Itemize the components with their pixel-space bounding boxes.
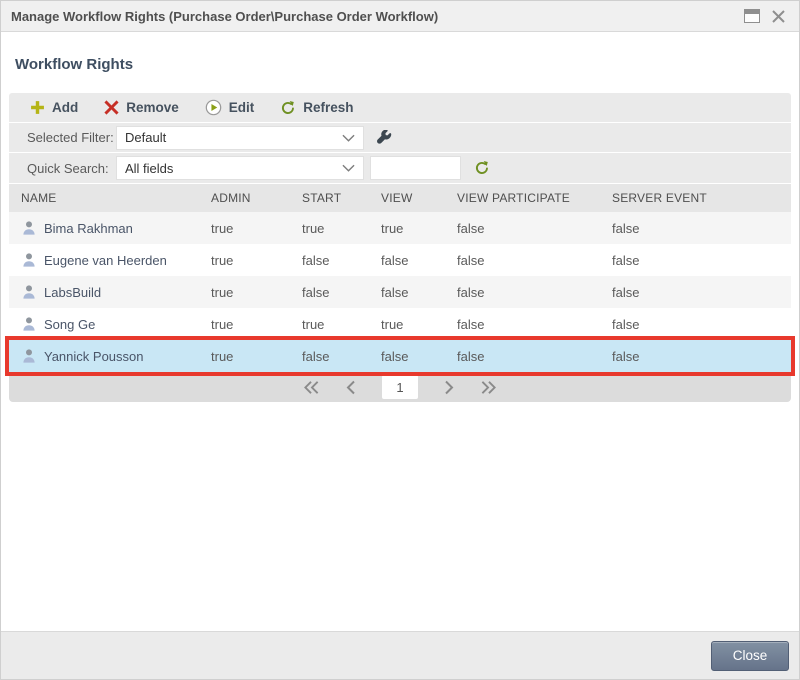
refresh-icon [280,100,296,116]
row-admin: true [211,348,234,364]
row-start: false [302,252,330,268]
column-header-server-event[interactable]: SERVER EVENT [612,191,707,205]
quick-search-label: Quick Search: [27,160,109,176]
selected-filter-select[interactable]: Default [116,125,364,150]
row-view: true [381,316,404,332]
row-server-event: false [612,348,640,364]
last-page-button[interactable] [480,380,497,395]
row-server-event: false [612,252,640,268]
prev-page-icon [346,380,356,395]
search-refresh-icon [474,160,490,176]
row-admin: true [211,220,234,236]
current-page-indicator[interactable]: 1 [382,375,418,399]
row-view-participate: false [457,284,485,300]
quick-search-go-button[interactable] [474,160,490,176]
row-admin: true [211,316,234,332]
edit-button[interactable]: Edit [192,93,268,122]
add-button[interactable]: Add [17,93,91,122]
row-view: false [381,252,409,268]
close-button[interactable]: Close [711,640,789,671]
row-view-participate: false [457,348,485,364]
close-button-titlebar[interactable] [767,5,789,27]
row-view: true [381,220,404,236]
first-page-button[interactable] [303,380,320,395]
page-title: Workflow Rights [15,56,134,73]
quick-search-field-select[interactable]: All fields [116,156,364,180]
pagination-bar: 1 [9,372,791,402]
next-page-button[interactable] [444,380,454,395]
add-button-label: Add [52,100,79,115]
row-server-event: false [612,220,640,236]
user-icon [21,220,37,236]
edit-button-label: Edit [228,100,255,115]
chevron-down-icon [342,164,355,172]
row-name: LabsBuild [44,284,102,300]
table-row[interactable]: Eugene van Heerden true false false fals… [9,244,791,276]
remove-x-icon [104,100,119,115]
selected-filter-label: Selected Filter: [27,130,114,145]
grid-toolbar: Add Remove Edit Refresh [9,93,791,122]
user-icon [21,284,37,300]
remove-button[interactable]: Remove [91,93,192,122]
column-header-view[interactable]: VIEW [381,191,413,205]
row-name: Bima Rakhman [44,220,133,236]
row-view: false [381,284,409,300]
next-page-icon [444,380,454,395]
row-server-event: false [612,316,640,332]
filter-settings-button[interactable] [377,130,392,145]
selected-filter-value: Default [125,130,167,145]
row-name: Song Ge [44,316,96,332]
table-row[interactable]: Song Ge true true true false false [9,308,791,340]
selected-filter-row: Selected Filter: Default [9,123,791,152]
column-header-name[interactable]: NAME [21,191,57,205]
table-row[interactable]: Yannick Pousson true false false false f… [5,336,795,376]
row-start: false [302,284,330,300]
table-row[interactable]: Bima Rakhman true true true false false [9,212,791,244]
close-icon [771,9,786,24]
maximize-icon [744,9,760,23]
add-plus-icon [30,100,45,115]
column-header-admin[interactable]: ADMIN [211,191,251,205]
refresh-button[interactable]: Refresh [267,93,366,122]
column-header-view-participate[interactable]: VIEW PARTICIPATE [457,191,570,205]
user-icon [21,252,37,268]
row-start: true [302,220,325,236]
wrench-icon [377,130,392,145]
refresh-button-label: Refresh [303,100,354,115]
first-page-icon [303,380,320,395]
column-header-start[interactable]: START [302,191,342,205]
dialog-title: Manage Workflow Rights (Purchase Order\P… [11,8,439,24]
table-body: Bima Rakhman true true true false false … [5,212,795,376]
row-view-participate: false [457,220,485,236]
user-icon [21,316,37,332]
table-header: NAME ADMIN START VIEW VIEW PARTICIPATE S… [9,184,791,212]
chevron-down-icon [342,134,355,142]
table-row[interactable]: LabsBuild true false false false false [9,276,791,308]
maximize-button[interactable] [741,5,763,27]
row-view: false [381,348,409,364]
row-name: Eugene van Heerden [44,252,167,268]
row-name: Yannick Pousson [44,348,144,364]
row-admin: true [211,284,234,300]
row-view-participate: false [457,316,485,332]
edit-play-icon [205,99,222,116]
prev-page-button[interactable] [346,380,356,395]
remove-button-label: Remove [126,100,179,115]
dialog-footer: Close [1,631,799,679]
row-server-event: false [612,284,640,300]
row-admin: true [211,252,234,268]
quick-search-input[interactable] [370,156,461,180]
row-start: true [302,316,325,332]
quick-search-row: Quick Search: All fields [9,153,791,183]
dialog-titlebar: Manage Workflow Rights (Purchase Order\P… [1,1,799,32]
user-icon [21,348,37,364]
row-start: false [302,348,330,364]
workflow-rights-panel: Add Remove Edit Refresh Selected Filter:… [5,93,795,402]
last-page-icon [480,380,497,395]
quick-search-field-value: All fields [125,160,174,176]
row-view-participate: false [457,252,485,268]
